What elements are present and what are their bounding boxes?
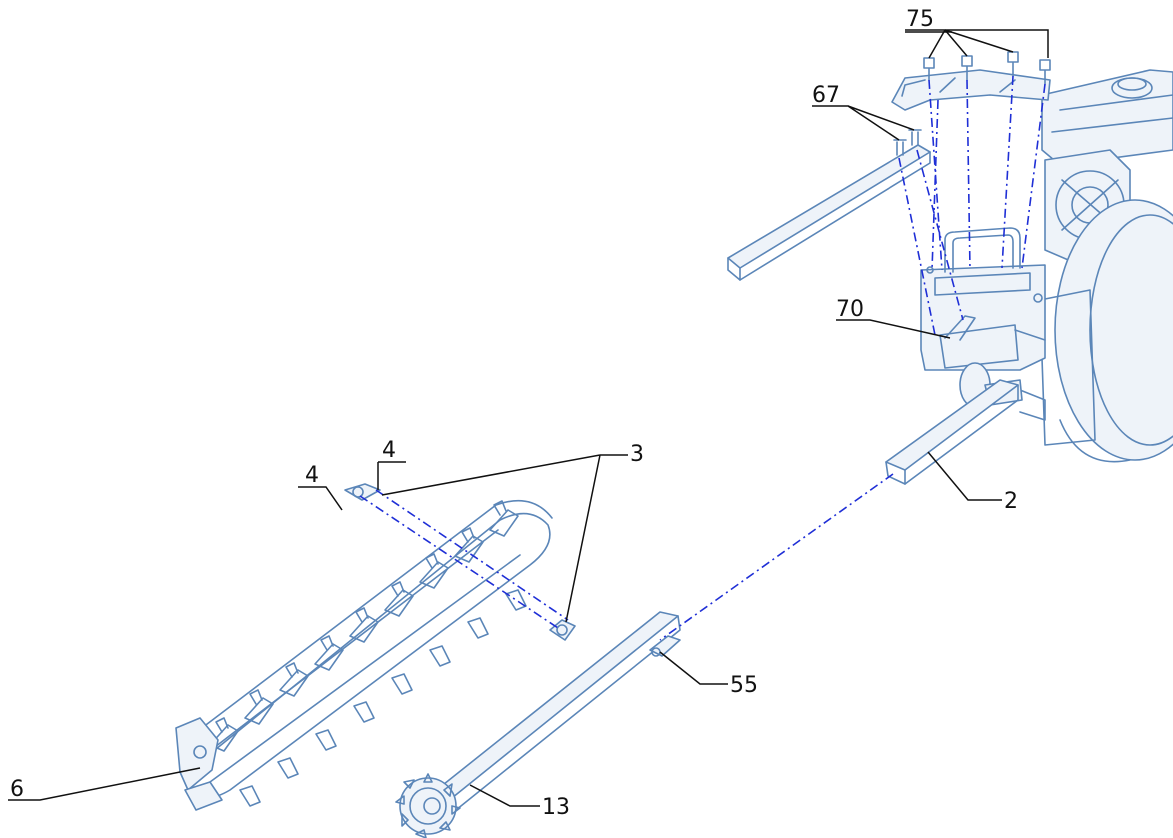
callout-55: 55 <box>659 651 758 698</box>
digging-chain <box>175 499 553 811</box>
callout-2-label: 2 <box>1004 489 1018 514</box>
bolts-75 <box>923 51 1051 85</box>
assembly-lines <box>359 75 1046 641</box>
callout-13-label: 13 <box>542 795 570 820</box>
callout-6-label: 6 <box>10 777 24 802</box>
callout-75-label: 75 <box>906 7 934 32</box>
callout-4-right: 4 <box>377 438 406 490</box>
callout-4-left-label: 4 <box>305 463 319 488</box>
callout-70-label: 70 <box>836 297 864 322</box>
callout-67-label: 67 <box>812 83 840 108</box>
callout-67: 67 <box>812 83 915 141</box>
chain-bar <box>423 611 681 819</box>
callout-75: 75 <box>905 7 1049 59</box>
cross-bar <box>344 483 576 641</box>
callout-70: 70 <box>836 297 951 339</box>
boom-tube <box>885 379 1019 485</box>
callout-6: 6 <box>8 767 201 802</box>
callout-13: 13 <box>469 784 570 820</box>
callout-4-right-label: 4 <box>382 438 396 463</box>
sprocket <box>395 773 461 838</box>
handle-tube <box>727 129 931 281</box>
callout-2: 2 <box>927 451 1018 514</box>
callout-3-label: 3 <box>630 442 644 467</box>
engine-assembly <box>891 69 1173 463</box>
callout-55-label: 55 <box>730 673 758 698</box>
callout-4-left: 4 <box>298 463 343 511</box>
callout-3: 3 <box>381 442 644 623</box>
